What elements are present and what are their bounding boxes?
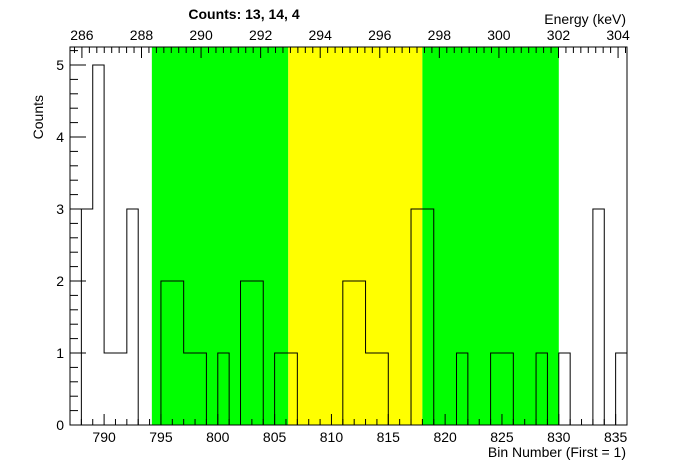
- energy-tick-label: 302: [547, 27, 571, 43]
- x-tick-label: 805: [263, 429, 287, 445]
- x-tick-label: 810: [320, 429, 344, 445]
- plot-frame: [69, 46, 628, 426]
- y-tick-label: 1: [56, 345, 64, 361]
- histogram-series: [70, 64, 628, 426]
- y-tick-label: 2: [56, 273, 64, 289]
- highlight-regions: [151, 47, 559, 425]
- energy-tick-label: 296: [368, 27, 392, 43]
- region-band-0: [151, 47, 289, 425]
- y-tick-label: 4: [56, 129, 64, 145]
- x-tick-label: 825: [490, 429, 514, 445]
- y-tick-label: 0: [56, 417, 64, 433]
- x-tick-label: 830: [547, 429, 571, 445]
- energy-tick-label: 292: [249, 27, 273, 43]
- x-tick-label: 800: [206, 429, 230, 445]
- energy-tick-label: 286: [70, 27, 94, 43]
- y-axis-ticks: 0 1 2 3 4 5: [56, 50, 86, 433]
- energy-tick-label: 298: [428, 27, 452, 43]
- x-tick-label: 835: [604, 429, 628, 445]
- region-band-1: [288, 47, 423, 425]
- energy-tick-label: 290: [189, 27, 213, 43]
- x-axis-ticks: 790 795 800 805 810 815 820 825 830 835: [69, 414, 628, 445]
- y-axis-label: Counts: [30, 95, 46, 139]
- chart-title: Counts: 13, 14, 4: [188, 6, 299, 22]
- energy-tick-label: 294: [309, 27, 333, 43]
- x-tick-label: 795: [149, 429, 173, 445]
- x-tick-label: 820: [433, 429, 457, 445]
- energy-axis-label: Energy (keV): [544, 11, 626, 27]
- x-tick-label: 815: [377, 429, 401, 445]
- energy-tick-label: 300: [487, 27, 511, 43]
- energy-tick-label: 304: [606, 27, 630, 43]
- x-tick-label: 790: [92, 429, 116, 445]
- x-axis-label: Bin Number (First = 1): [488, 444, 626, 460]
- energy-tick-label: 288: [130, 27, 154, 43]
- y-tick-label: 5: [56, 57, 64, 73]
- y-tick-label: 3: [56, 201, 64, 217]
- energy-axis-ticks: 286 288 290 292 294 296 298 300 302 304: [70, 27, 630, 58]
